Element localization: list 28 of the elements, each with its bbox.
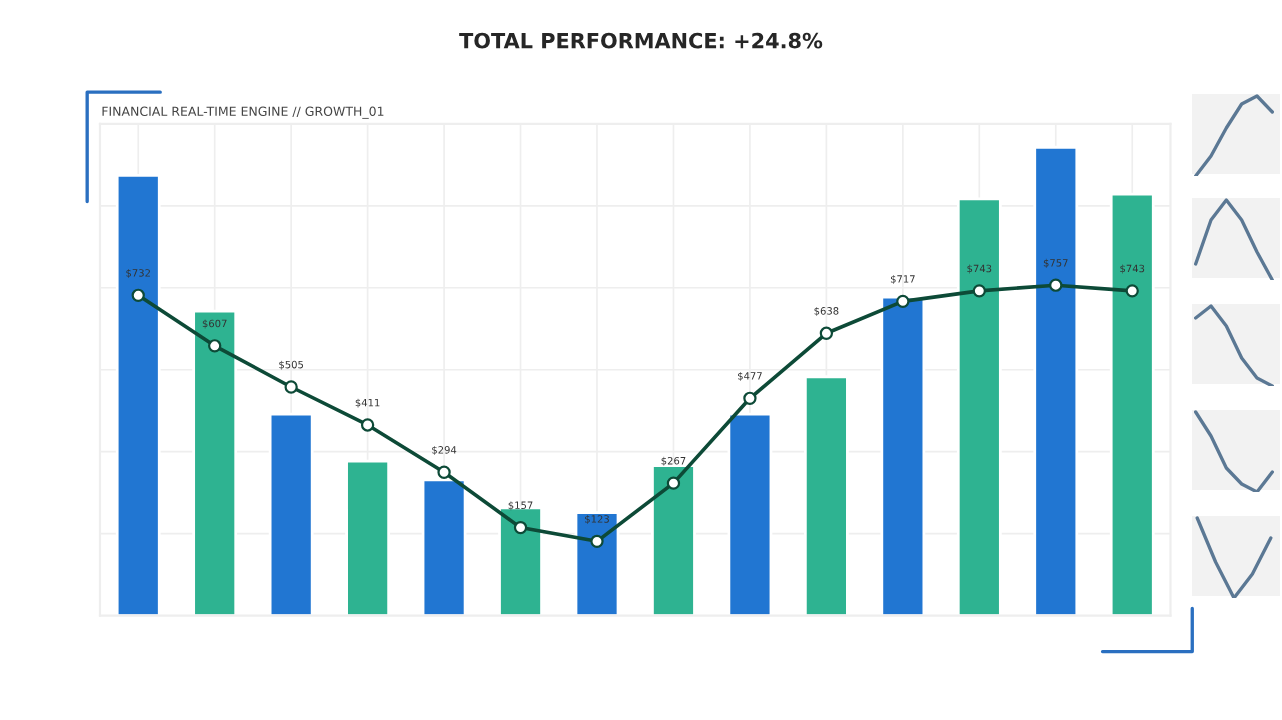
point (131, 288, 145, 302)
bar (803, 375, 849, 616)
point (972, 284, 986, 298)
point (513, 520, 528, 535)
point (360, 418, 375, 432)
bar (727, 412, 773, 616)
bar (115, 173, 161, 616)
point (896, 294, 910, 309)
point (437, 465, 451, 479)
point (1125, 284, 1139, 298)
bar (192, 309, 238, 616)
chart-title: TOTAL PERFORMANCE: +24.8% (459, 32, 823, 49)
bar (574, 511, 620, 616)
bar (880, 295, 926, 616)
bar (1109, 192, 1155, 616)
point (284, 380, 298, 394)
bar (268, 412, 314, 616)
bar (498, 506, 543, 616)
point (743, 391, 757, 405)
bar (345, 459, 391, 616)
bar (651, 464, 696, 616)
point (208, 339, 222, 353)
point (1049, 278, 1063, 292)
point (819, 326, 834, 340)
bar (956, 197, 1002, 616)
bar (1033, 145, 1079, 616)
point (666, 476, 681, 490)
point (590, 534, 604, 548)
